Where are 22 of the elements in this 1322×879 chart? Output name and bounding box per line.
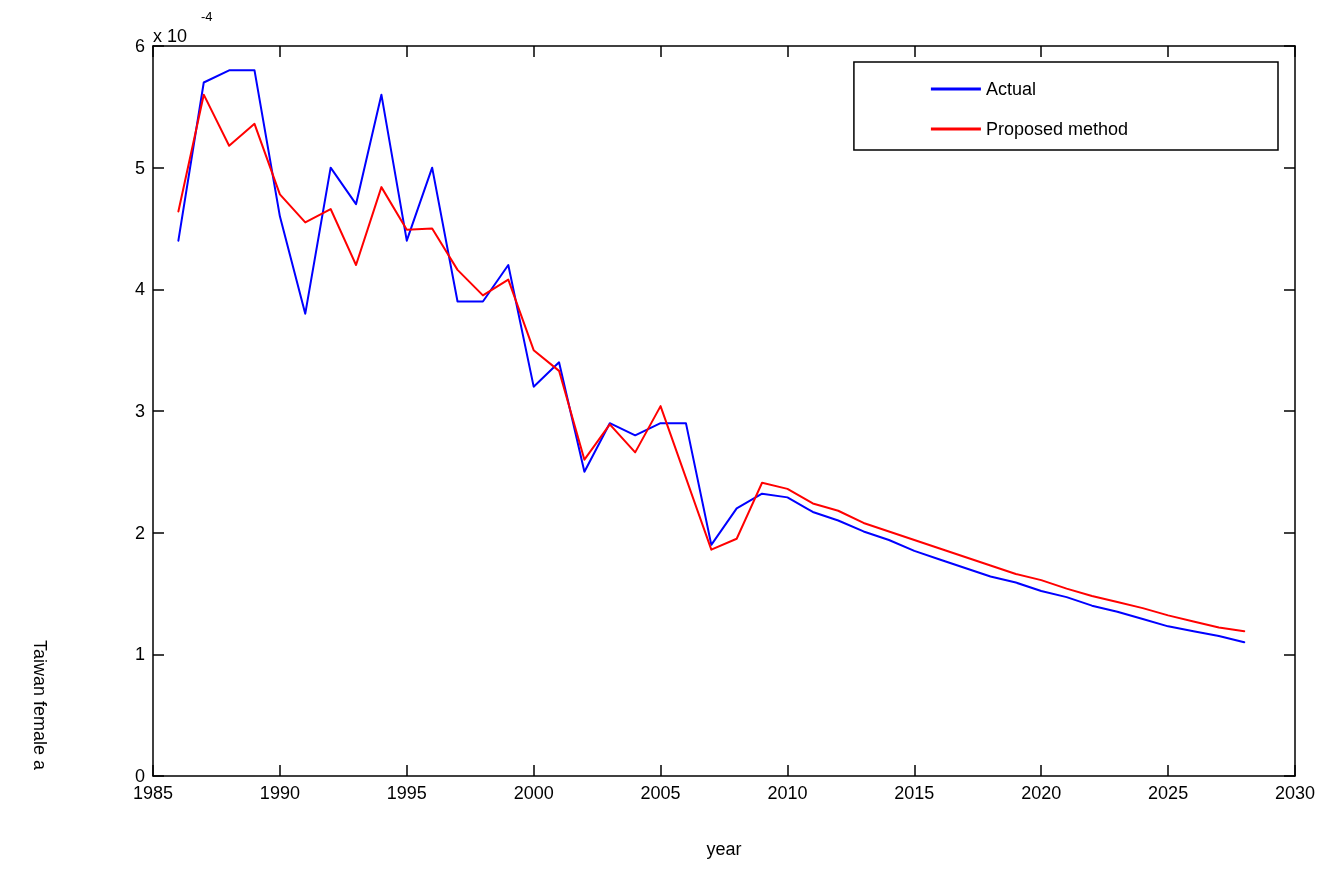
x-tick-label: 2020	[1021, 783, 1062, 803]
y-tick-label: 2	[134, 522, 145, 543]
x-tick-label: 1985	[132, 783, 174, 803]
text: x 10-4	[153, 9, 213, 46]
x-tick-label: 1995	[386, 783, 427, 803]
x-tick-label: 2010	[767, 783, 808, 803]
y-axis-title: Taiwan female a	[30, 640, 50, 772]
x-axis-title: year	[706, 839, 742, 859]
x-tick-label: 2015	[894, 783, 935, 803]
y-tick-label: 0	[134, 766, 145, 786]
x-tick-label: 2005	[640, 783, 681, 803]
y-tick-label: 1	[134, 644, 145, 665]
y-tick-label: 3	[134, 401, 145, 421]
y-tick-label: 6	[134, 36, 145, 56]
x-tick-label: 2000	[513, 783, 554, 803]
x-tick-label: 2030	[1274, 783, 1316, 803]
legend-label: Actual	[985, 79, 1036, 99]
x-tick-label: 2025	[1148, 783, 1189, 803]
legend-label: Proposed method	[985, 119, 1128, 139]
y-tick-label: 5	[134, 157, 145, 178]
y-tick-label: 4	[134, 279, 145, 300]
x-tick-label: 1990	[259, 783, 300, 803]
